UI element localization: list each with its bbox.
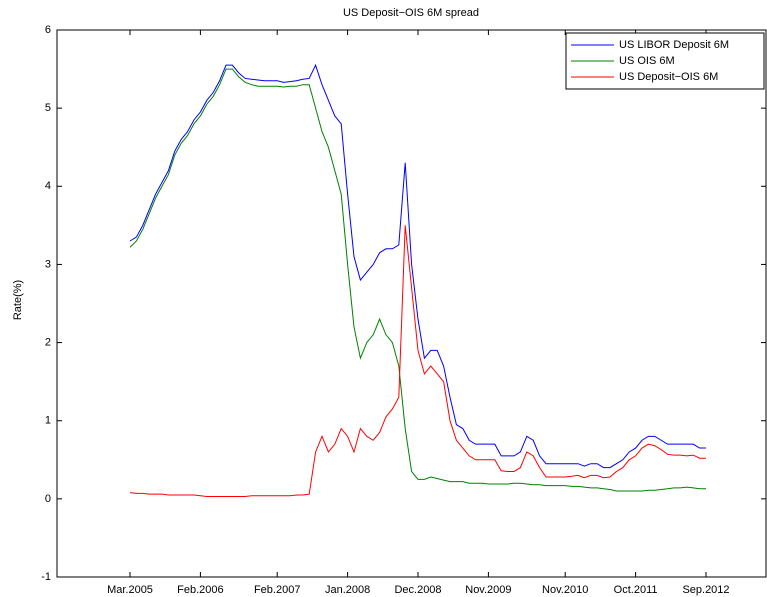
x-tick-label: Dec.2008	[394, 584, 441, 596]
series-line	[129, 225, 706, 498]
y-tick-label: 0	[45, 493, 51, 505]
y-tick-label: 6	[45, 24, 51, 36]
y-tick-label: -1	[41, 571, 51, 583]
x-tick-label: Feb.2007	[254, 584, 300, 596]
x-tick-label: Nov.2010	[542, 584, 588, 596]
y-axis-label: Rate(%)	[12, 280, 24, 320]
series-line	[129, 63, 706, 469]
series-line	[129, 68, 706, 492]
y-tick-label: 2	[45, 336, 51, 348]
plot-frame	[56, 29, 767, 578]
y-tick-label: 1	[45, 415, 51, 427]
y-tick-label: 3	[45, 258, 51, 270]
legend-label: US LIBOR Deposit 6M	[619, 39, 729, 51]
x-tick-label: Oct.2011	[614, 584, 658, 596]
y-tick-label: 5	[45, 102, 51, 114]
x-tick-label: Nov.2009	[465, 584, 511, 596]
x-tick-label: Jan.2008	[325, 584, 370, 596]
legend-label: US Deposit−OIS 6M	[619, 71, 718, 83]
y-tick-label: 4	[45, 180, 51, 192]
x-tick-label: Mar.2005	[107, 584, 153, 596]
x-tick-label: Sep.2012	[682, 584, 729, 596]
legend-label: US OIS 6M	[619, 55, 675, 67]
x-tick-label: Feb.2006	[177, 584, 223, 596]
chart-title: US Deposit−OIS 6M spread	[343, 7, 479, 19]
